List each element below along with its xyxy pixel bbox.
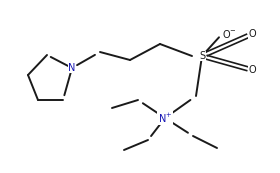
Text: N: N — [68, 63, 76, 73]
Text: O: O — [248, 65, 256, 75]
Text: O: O — [248, 29, 256, 39]
Text: O$^{-}$: O$^{-}$ — [222, 28, 237, 40]
Text: S: S — [199, 51, 205, 61]
Text: N$^{+}$: N$^{+}$ — [158, 111, 172, 125]
